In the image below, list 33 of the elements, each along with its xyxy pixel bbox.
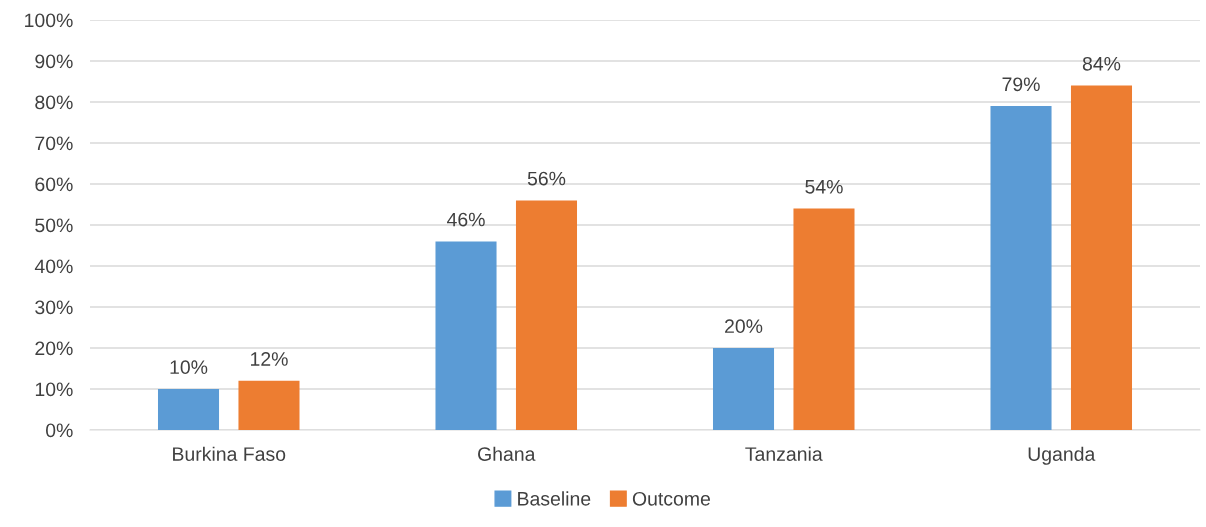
y-tick-label: 40% [34, 259, 73, 274]
y-tick-label: 70% [35, 136, 73, 151]
y-tick-label: 20% [35, 341, 73, 356]
legend-label: Baseline [518, 491, 591, 506]
data-label: 12% [251, 352, 288, 366]
data-label: 56% [527, 171, 566, 186]
bar [157, 389, 220, 430]
x-tick-label: Burkina Faso [173, 446, 286, 461]
bar [1070, 85, 1133, 430]
legend-label: Outcome [632, 491, 710, 506]
data-label: 10% [170, 360, 208, 375]
bar [793, 208, 855, 430]
y-tick-label: 30% [35, 300, 73, 315]
bar [238, 380, 300, 430]
data-label: 84% [1082, 56, 1121, 71]
y-tick-label: 50% [35, 218, 73, 233]
y-tick-label: 90% [35, 54, 73, 69]
x-tick-label: Uganda [1028, 446, 1096, 465]
bar [712, 348, 775, 430]
x-tick-label: Ghana [478, 446, 536, 461]
y-tick-label: 80% [35, 95, 73, 110]
data-label: 20% [725, 319, 763, 334]
data-label: 54% [805, 179, 843, 194]
y-tick-label: 60% [35, 177, 73, 192]
y-tick-label: 10% [35, 382, 73, 397]
bar [435, 241, 497, 430]
y-tick-label: 100% [25, 13, 73, 28]
data-label: 46% [447, 212, 485, 227]
y-tick-label: 0% [45, 423, 73, 438]
data-label: 79% [1002, 77, 1040, 92]
bar [515, 200, 578, 430]
bar [990, 106, 1052, 430]
x-tick-label: Tanzania [745, 446, 823, 461]
